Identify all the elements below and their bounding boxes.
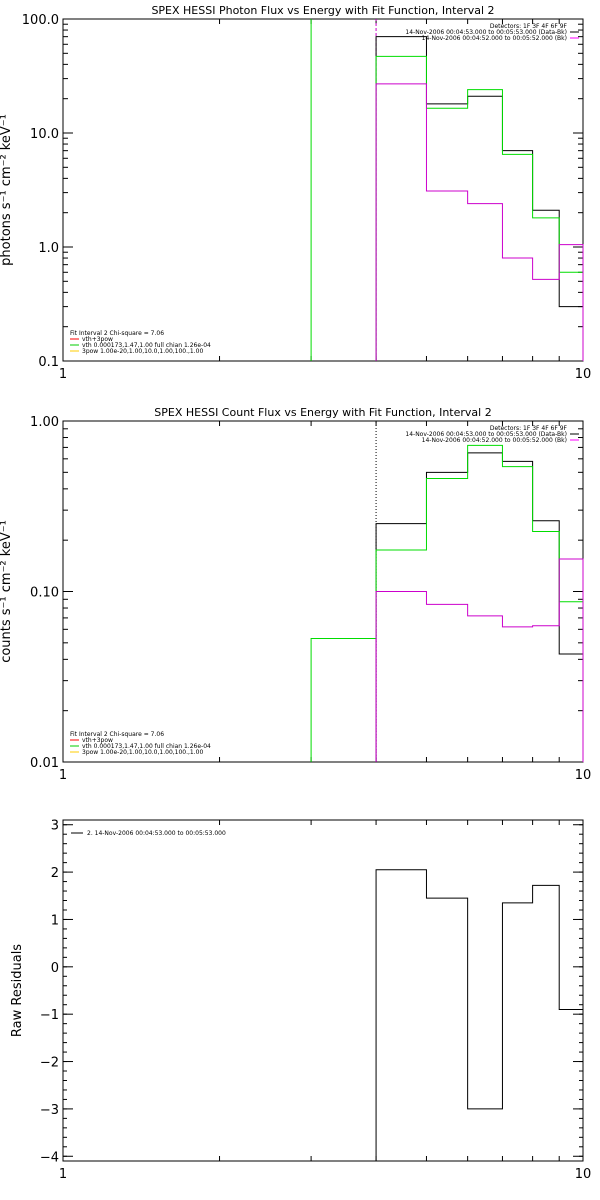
plot-frame-0: [62, 18, 584, 362]
legend-bottom-0-3: 3pow 1.00e-20,1.00,10.0,1.00,100.,1.00: [82, 348, 203, 355]
y-tick-label-0-2: 10.0: [30, 127, 59, 142]
y-tick-label-0-0: 0.1: [38, 355, 59, 370]
legend-bottom-1-1: vth+3pow: [82, 737, 113, 744]
y-tick-label-2-6: 2: [51, 866, 59, 881]
plot-frame-1: [62, 420, 584, 763]
y-tick-label-2-7: 3: [51, 819, 59, 834]
y-tick-label-0-3: 100.0: [22, 13, 59, 28]
legend-top-1-2: 14-Nov-2006 00:04:52.000 to 00:05:52.000…: [422, 437, 567, 444]
y-tick-label-2-0: −4: [40, 1150, 59, 1165]
legend-residual-label: 2. 14-Nov-2006 00:04:53.000 to 00:05:53.…: [87, 830, 226, 837]
legend-bottom-1-3: 3pow 1.00e-20,1.00,10.0,1.00,100.,1.00: [82, 749, 203, 756]
chart-title-0: SPEX HESSI Photon Flux vs Energy with Fi…: [151, 4, 494, 17]
legend-top-1-1: 14-Nov-2006 00:04:53.000 to 00:05:53.000…: [405, 431, 567, 438]
series-1-0: [375, 452, 584, 762]
series-1-1: [310, 444, 584, 762]
legend-bottom-0-1: vth+3pow: [82, 336, 113, 343]
series-0-2: [375, 83, 584, 361]
y-tick-label-2-1: −3: [40, 1103, 59, 1118]
legend-top-0-0: Detectors: 1F 3F 4F 6F 9F: [490, 23, 568, 30]
x-tick-label-1-0: 1: [59, 768, 67, 783]
y-tick-label-2-4: 0: [51, 961, 59, 976]
x-tick-label-0-0: 1: [59, 367, 67, 382]
legend-top-0-1: 14-Nov-2006 00:04:53.000 to 00:05:53.000…: [405, 29, 567, 36]
series-2-0: [375, 869, 584, 1161]
legend-bottom-1-0: Fit Interval 2 Chi-square = 7.06: [70, 731, 164, 738]
x-tick-label-2-1: 10: [575, 1167, 592, 1182]
series-0-0: [375, 36, 584, 361]
y-axis-label-0: photons s⁻¹ cm⁻² keV⁻¹: [0, 114, 14, 266]
series-1-2: [375, 558, 584, 762]
y-tick-label-0-1: 1.0: [38, 241, 59, 256]
y-tick-label-1-1: 0.10: [30, 586, 59, 601]
legend-top-0-2: 14-Nov-2006 00:04:52.000 to 00:05:52.000…: [422, 35, 567, 42]
x-tick-label-1-1: 10: [575, 768, 592, 783]
legend-bottom-0-0: Fit Interval 2 Chi-square = 7.06: [70, 330, 164, 337]
y-axis-label-2: Raw Residuals: [10, 944, 25, 1037]
legend-bottom-0-2: vth 0.000173,1.47,1.00 full chian 1.26e-…: [82, 342, 211, 349]
plot-frame-2: [62, 819, 584, 1162]
y-tick-label-1-0: 0.01: [30, 756, 59, 771]
y-tick-label-2-3: −1: [40, 1008, 59, 1023]
series-0-1: [375, 55, 584, 361]
y-tick-label-1-2: 1.00: [30, 415, 59, 430]
y-axis-label-1: counts s⁻¹ cm⁻² keV⁻¹: [0, 520, 14, 663]
y-tick-label-2-2: −2: [40, 1056, 59, 1071]
y-tick-label-2-5: 1: [51, 913, 59, 928]
chart-title-1: SPEX HESSI Count Flux vs Energy with Fit…: [154, 406, 491, 419]
x-tick-label-0-1: 10: [575, 367, 592, 382]
legend-top-1-0: Detectors: 1F 3F 4F 6F 9F: [490, 425, 568, 432]
x-tick-label-2-0: 1: [59, 1167, 67, 1182]
legend-bottom-1-2: vth 0.000173,1.47,1.00 full chian 1.26e-…: [82, 743, 211, 750]
